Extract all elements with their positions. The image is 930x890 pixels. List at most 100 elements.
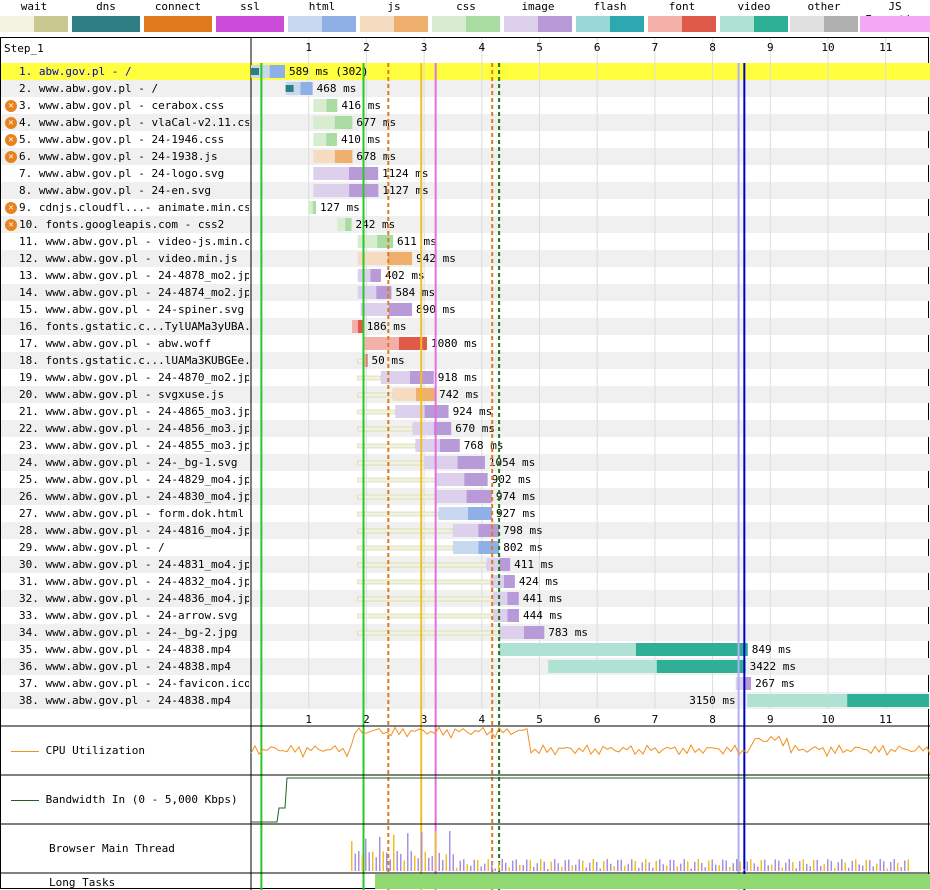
main-thread-activity <box>438 852 440 871</box>
request-bar-light <box>357 286 377 299</box>
wait-bar <box>357 460 425 466</box>
main-thread-activity <box>379 836 381 871</box>
main-thread-activity <box>736 859 738 871</box>
highlight-row <box>1 63 930 80</box>
request-row-label[interactable]: 28. www.abw.gov.pl - 24-4816_mo4.jpg <box>5 522 249 539</box>
request-row-label[interactable]: 15. www.abw.gov.pl - 24-spiner.svg <box>5 301 249 318</box>
request-row-label[interactable]: 33. www.abw.gov.pl - 24-arrow.svg <box>5 607 249 624</box>
tick-label-top: 5 <box>536 41 543 54</box>
request-row-label[interactable]: 2. www.abw.gov.pl - / <box>5 80 249 97</box>
main-thread-activity <box>449 831 451 871</box>
request-number: 9. <box>19 201 33 214</box>
request-row-label[interactable]: 30. www.abw.gov.pl - 24-4831_mo4.jpg <box>5 556 249 573</box>
request-row-label[interactable]: 23. www.abw.gov.pl - 24-4855_mo3.jpg <box>5 437 249 454</box>
request-url: www.abw.gov.pl - 24-1938.js <box>32 150 218 163</box>
request-row-label[interactable]: 36. www.abw.gov.pl - 24-4838.mp4 <box>5 658 249 675</box>
request-row-label[interactable]: 32. www.abw.gov.pl - 24-4836_mo4.jpg <box>5 590 249 607</box>
legend-swatch <box>360 16 428 32</box>
request-row-label[interactable]: 26. www.abw.gov.pl - 24-4830_mo4.jpg <box>5 488 249 505</box>
row-background <box>1 148 930 165</box>
main-thread-activity <box>491 861 493 871</box>
request-row-label[interactable]: 1. abw.gov.pl - / <box>5 63 249 80</box>
request-row-label[interactable]: 20. www.abw.gov.pl - svgxuse.js <box>5 386 249 403</box>
request-url: www.abw.gov.pl - 24-arrow.svg <box>38 609 238 622</box>
request-row-label[interactable]: 19. www.abw.gov.pl - 24-4870_mo2.jpg <box>5 369 249 386</box>
legend-item-image: image <box>504 0 572 34</box>
request-row-label[interactable]: 18. fonts.gstatic.c...lUAMa3KUBGEe.woff2 <box>5 352 249 369</box>
request-row-label[interactable]: 24. www.abw.gov.pl - 24-_bg-1.svg <box>5 454 249 471</box>
request-row-label[interactable]: 22. www.abw.gov.pl - 24-4856_mo3.jpg <box>5 420 249 437</box>
request-number: 1. <box>19 65 33 78</box>
request-row-label[interactable]: ✕ 6. www.abw.gov.pl - 24-1938.js <box>5 148 249 165</box>
main-thread-activity <box>897 862 899 871</box>
bandwidth-label: Bandwidth In (0 - 5,000 Kbps) <box>11 793 238 806</box>
request-row-label[interactable]: 29. www.abw.gov.pl - / <box>5 539 249 556</box>
request-duration: 768 ms <box>464 439 504 452</box>
legend-item-dns: dns <box>72 0 140 34</box>
request-bar-dark <box>370 269 381 282</box>
tick-label-bottom: 1 <box>305 713 312 726</box>
request-row-label[interactable]: 8. www.abw.gov.pl - 24-en.svg <box>5 182 249 199</box>
main-thread-activity <box>599 868 601 871</box>
request-number: 20. <box>19 388 39 401</box>
tick-label-top: 3 <box>421 41 428 54</box>
request-duration: 242 ms <box>356 218 396 231</box>
request-url: www.abw.gov.pl - 24-4830_mo4.jpg <box>38 490 249 503</box>
request-row-label[interactable]: 14. www.abw.gov.pl - 24-4874_mo2.jpg <box>5 284 249 301</box>
request-row-label[interactable]: ✕ 10. fonts.googleapis.com - css2 <box>5 216 249 233</box>
main-thread-activity <box>785 862 787 871</box>
legend-swatch <box>72 16 140 32</box>
request-row-label[interactable]: 25. www.abw.gov.pl - 24-4829_mo4.jpg <box>5 471 249 488</box>
request-url: www.abw.gov.pl - form.dok.html <box>38 507 245 520</box>
request-url: www.abw.gov.pl - abw.woff <box>38 337 212 350</box>
request-row-label[interactable]: 31. www.abw.gov.pl - 24-4832_mo4.jpg <box>5 573 249 590</box>
request-row-label[interactable]: 13. www.abw.gov.pl - 24-4878_mo2.jpg <box>5 267 249 284</box>
request-row-label[interactable]: 21. www.abw.gov.pl - 24-4865_mo3.jpg <box>5 403 249 420</box>
request-row-label[interactable]: ✕ 5. www.abw.gov.pl - 24-1946.css <box>5 131 249 148</box>
request-row-label[interactable]: 34. www.abw.gov.pl - 24-_bg-2.jpg <box>5 624 249 641</box>
main-thread-activity <box>421 831 423 871</box>
request-bar-dark <box>478 524 499 537</box>
main-thread-activity <box>561 866 563 871</box>
main-thread-activity <box>547 868 549 871</box>
request-row-label[interactable]: 27. www.abw.gov.pl - form.dok.html <box>5 505 249 522</box>
request-row-label[interactable]: ✕ 3. www.abw.gov.pl - cerabox.css <box>5 97 249 114</box>
main-thread-activity <box>893 859 895 871</box>
request-number: 21. <box>19 405 39 418</box>
request-bar-light <box>360 303 389 316</box>
legend-label: ssl <box>240 0 260 13</box>
request-duration: 411 ms <box>514 558 554 571</box>
request-number: 19. <box>19 371 39 384</box>
main-thread-activity <box>865 859 867 871</box>
request-row-label[interactable]: 37. www.abw.gov.pl - 24-favicon.ico <box>5 675 249 692</box>
main-thread-activity <box>624 865 626 871</box>
main-thread-activity <box>351 841 353 871</box>
request-row-label[interactable]: 12. www.abw.gov.pl - video.min.js <box>5 250 249 267</box>
request-bar-light <box>308 201 313 214</box>
error-icon: ✕ <box>5 151 17 163</box>
request-bar-light <box>313 167 349 180</box>
main-thread-activity <box>424 851 426 871</box>
request-row-label[interactable]: ✕ 4. www.abw.gov.pl - vlaCal-v2.11.css <box>5 114 249 131</box>
request-row-label[interactable]: 17. www.abw.gov.pl - abw.woff <box>5 335 249 352</box>
request-url: www.abw.gov.pl - 24-4831_mo4.jpg <box>38 558 249 571</box>
main-thread-activity <box>883 861 885 871</box>
request-row-label[interactable]: 16. fonts.gstatic.c...TylUAMa3yUBA.woff2 <box>5 318 249 335</box>
request-row-label[interactable]: 35. www.abw.gov.pl - 24-4838.mp4 <box>5 641 249 658</box>
request-number: 13. <box>19 269 39 282</box>
main-thread-activity <box>596 861 598 871</box>
main-thread-activity <box>683 859 685 871</box>
request-url: www.abw.gov.pl - 24-4816_mo4.jpg <box>38 524 249 537</box>
main-thread-activity <box>816 859 818 871</box>
request-row-label[interactable]: 11. www.abw.gov.pl - video-js.min.css <box>5 233 249 250</box>
main-thread-activity <box>393 834 395 871</box>
request-row-label[interactable]: ✕ 9. cdnjs.cloudfl...- animate.min.css <box>5 199 249 216</box>
request-bar-dark <box>523 626 545 639</box>
request-row-label[interactable]: 7. www.abw.gov.pl - 24-logo.svg <box>5 165 249 182</box>
request-bar-light <box>395 405 425 418</box>
legend-swatch <box>648 16 716 32</box>
request-number: 34. <box>19 626 39 639</box>
main-thread-activity <box>729 866 731 871</box>
request-bar-dark <box>478 541 500 554</box>
request-row-label[interactable]: 38. www.abw.gov.pl - 24-4838.mp4 <box>5 692 249 709</box>
